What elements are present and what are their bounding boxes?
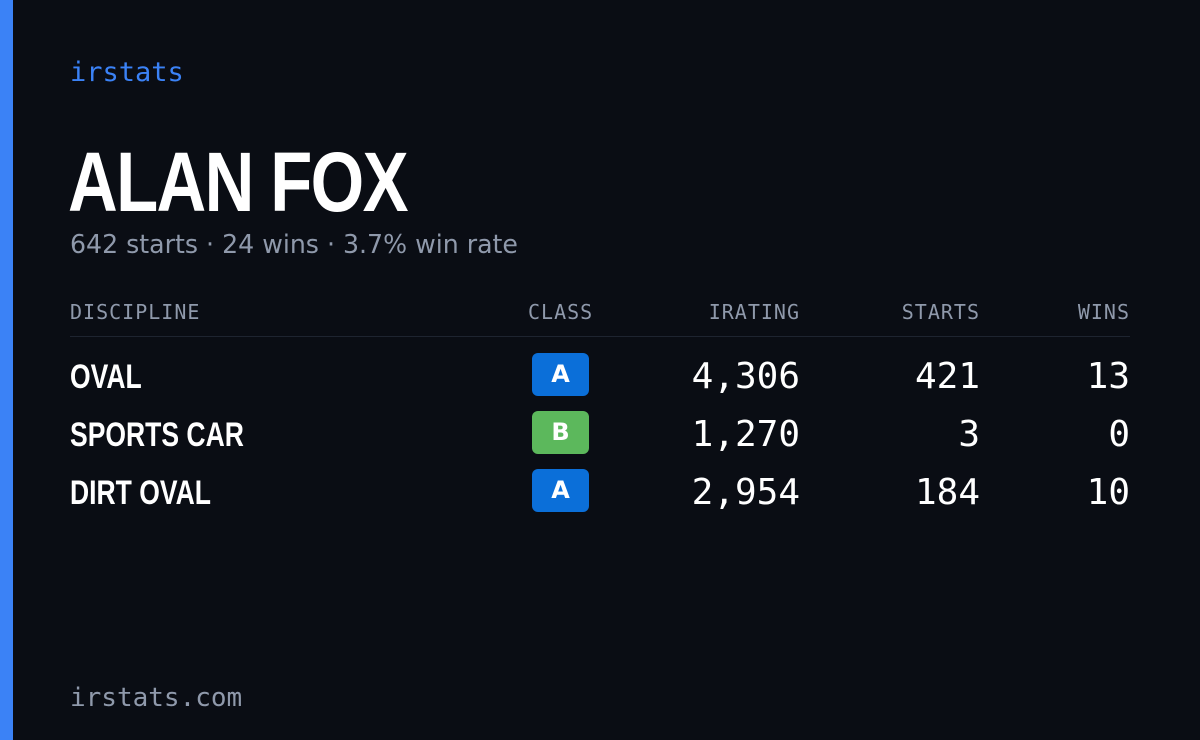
driver-name: ALAN FOX — [68, 135, 409, 229]
driver-summary: 642 starts · 24 wins · 3.7% win rate — [70, 230, 518, 260]
footer-url: irstats.com — [70, 683, 243, 713]
table-header: DISCIPLINE CLASS IRATING STARTS WINS — [70, 296, 1130, 337]
starts-value: 3 — [958, 414, 980, 455]
wins-value: 0 — [1108, 414, 1130, 455]
class-badge: A — [532, 469, 589, 512]
wins-value: 13 — [1086, 356, 1130, 397]
header-class: CLASS — [528, 300, 594, 324]
wins-value: 10 — [1086, 472, 1130, 513]
discipline-name: SPORTS CAR — [70, 416, 244, 454]
table-row: DIRT OVAL A 2,954 184 10 — [70, 453, 1130, 513]
table-row: SPORTS CAR B 1,270 3 0 — [70, 395, 1130, 455]
class-badge: B — [532, 411, 589, 454]
discipline-name: DIRT OVAL — [70, 474, 211, 512]
header-discipline: DISCIPLINE — [70, 300, 201, 324]
irating-value: 2,954 — [691, 472, 800, 513]
header-wins: WINS — [1077, 300, 1130, 324]
starts-value: 421 — [914, 356, 980, 397]
brand-logo: irstats — [70, 57, 184, 88]
table-row: OVAL A 4,306 421 13 — [70, 337, 1130, 397]
table-body: OVAL A 4,306 421 13 SPORTS CAR B 1,270 3… — [70, 337, 1130, 513]
header-irating: IRATING — [708, 300, 800, 324]
discipline-name: OVAL — [70, 358, 142, 396]
irating-value: 4,306 — [691, 356, 800, 397]
stats-table: DISCIPLINE CLASS IRATING STARTS WINS OVA… — [70, 296, 1130, 513]
irating-value: 1,270 — [691, 414, 800, 455]
class-badge: A — [532, 353, 589, 396]
accent-bar — [0, 0, 13, 740]
starts-value: 184 — [914, 472, 980, 513]
header-starts: STARTS — [901, 300, 980, 324]
